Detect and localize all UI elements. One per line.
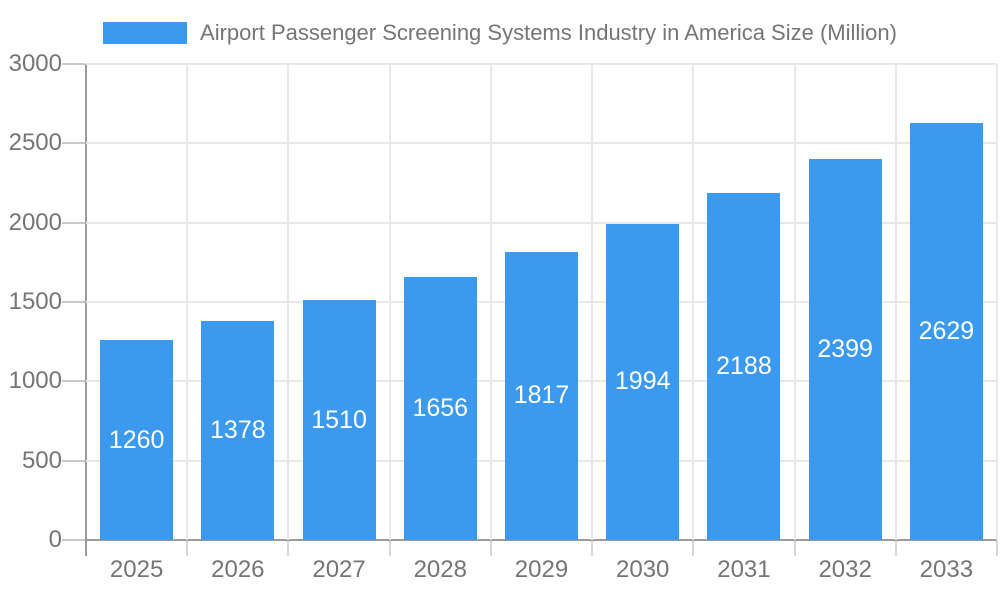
y-tick-mark (62, 539, 85, 541)
bar[interactable]: 2399 (808, 159, 882, 540)
x-tick-label: 2027 (312, 556, 366, 583)
x-tick-mark (793, 541, 796, 556)
x-gridline (489, 64, 492, 540)
bar-value-label: 1260 (108, 425, 165, 454)
y-gridline (86, 63, 997, 65)
x-tick-mark (591, 541, 594, 556)
x-gridline (186, 64, 189, 540)
y-gridline (86, 221, 997, 224)
plot-area: 1260 1378 1510 1656 1817 1994 2188 2399 2629 (86, 63, 998, 540)
x-gridline (692, 64, 695, 540)
y-tick-mark (62, 380, 85, 383)
x-gridline (591, 64, 594, 540)
legend: Airport Passenger Screening Systems Indu… (0, 20, 1000, 46)
legend-item[interactable]: Airport Passenger Screening Systems Indu… (103, 20, 897, 46)
y-tick-mark (62, 63, 85, 65)
y-tick-mark (62, 142, 85, 145)
x-axis-line (85, 539, 997, 541)
x-tick-label: 2033 (919, 556, 974, 583)
y-tick-mark (62, 459, 85, 462)
x-tick-mark (287, 541, 290, 556)
bar-value-label: 2188 (716, 351, 772, 380)
y-gridline (86, 142, 997, 145)
bar-value-label: 1510 (311, 405, 367, 434)
y-tick-label: 1000 (8, 367, 62, 395)
chart-title: Airport Passenger Screening Systems Indu… (200, 20, 897, 45)
x-tick-mark (996, 541, 998, 556)
bar[interactable]: 1994 (606, 223, 680, 540)
bar-value-label: 1378 (210, 416, 266, 445)
x-tick-mark (388, 541, 391, 556)
y-tick-mark (62, 301, 85, 303)
x-tick-label: 2028 (413, 556, 467, 583)
bar-value-label: 2629 (918, 316, 975, 345)
y-tick-label: 2000 (8, 208, 62, 236)
y-tick-label: 3000 (8, 50, 62, 77)
x-gridline (793, 64, 796, 540)
x-gridline (287, 64, 290, 540)
bar[interactable]: 2188 (707, 192, 781, 540)
bar[interactable]: 2629 (909, 122, 983, 540)
x-tick-label: 2026 (211, 556, 265, 583)
bar[interactable]: 1510 (302, 300, 376, 540)
y-axis-line (85, 64, 87, 556)
x-tick-label: 2030 (616, 556, 670, 583)
x-tick-label: 2031 (717, 556, 771, 583)
y-tick-mark (62, 221, 85, 224)
bar-value-label: 2399 (817, 335, 873, 364)
x-tick-mark (692, 541, 695, 556)
x-tick-label: 2029 (514, 556, 569, 583)
bar[interactable]: 1260 (100, 340, 174, 540)
bar[interactable]: 1378 (201, 321, 275, 540)
x-tick-mark (489, 541, 492, 556)
x-gridline (894, 64, 897, 540)
x-tick-label: 2025 (109, 556, 164, 583)
y-tick-label: 2500 (8, 129, 62, 157)
bar-value-label: 1656 (412, 394, 469, 423)
bar[interactable]: 1817 (505, 251, 578, 540)
bar-value-label: 1817 (513, 381, 570, 410)
x-tick-mark (894, 541, 897, 556)
y-tick-label: 0 (48, 526, 62, 553)
x-gridline (996, 64, 998, 540)
x-tick-mark (186, 541, 189, 556)
bar[interactable]: 1656 (403, 277, 477, 540)
x-gridline (388, 64, 391, 540)
y-tick-label: 1500 (8, 288, 62, 315)
y-tick-label: 500 (21, 446, 62, 474)
legend-swatch (103, 22, 188, 44)
bar-value-label: 1994 (614, 367, 671, 396)
x-tick-label: 2032 (818, 556, 872, 583)
